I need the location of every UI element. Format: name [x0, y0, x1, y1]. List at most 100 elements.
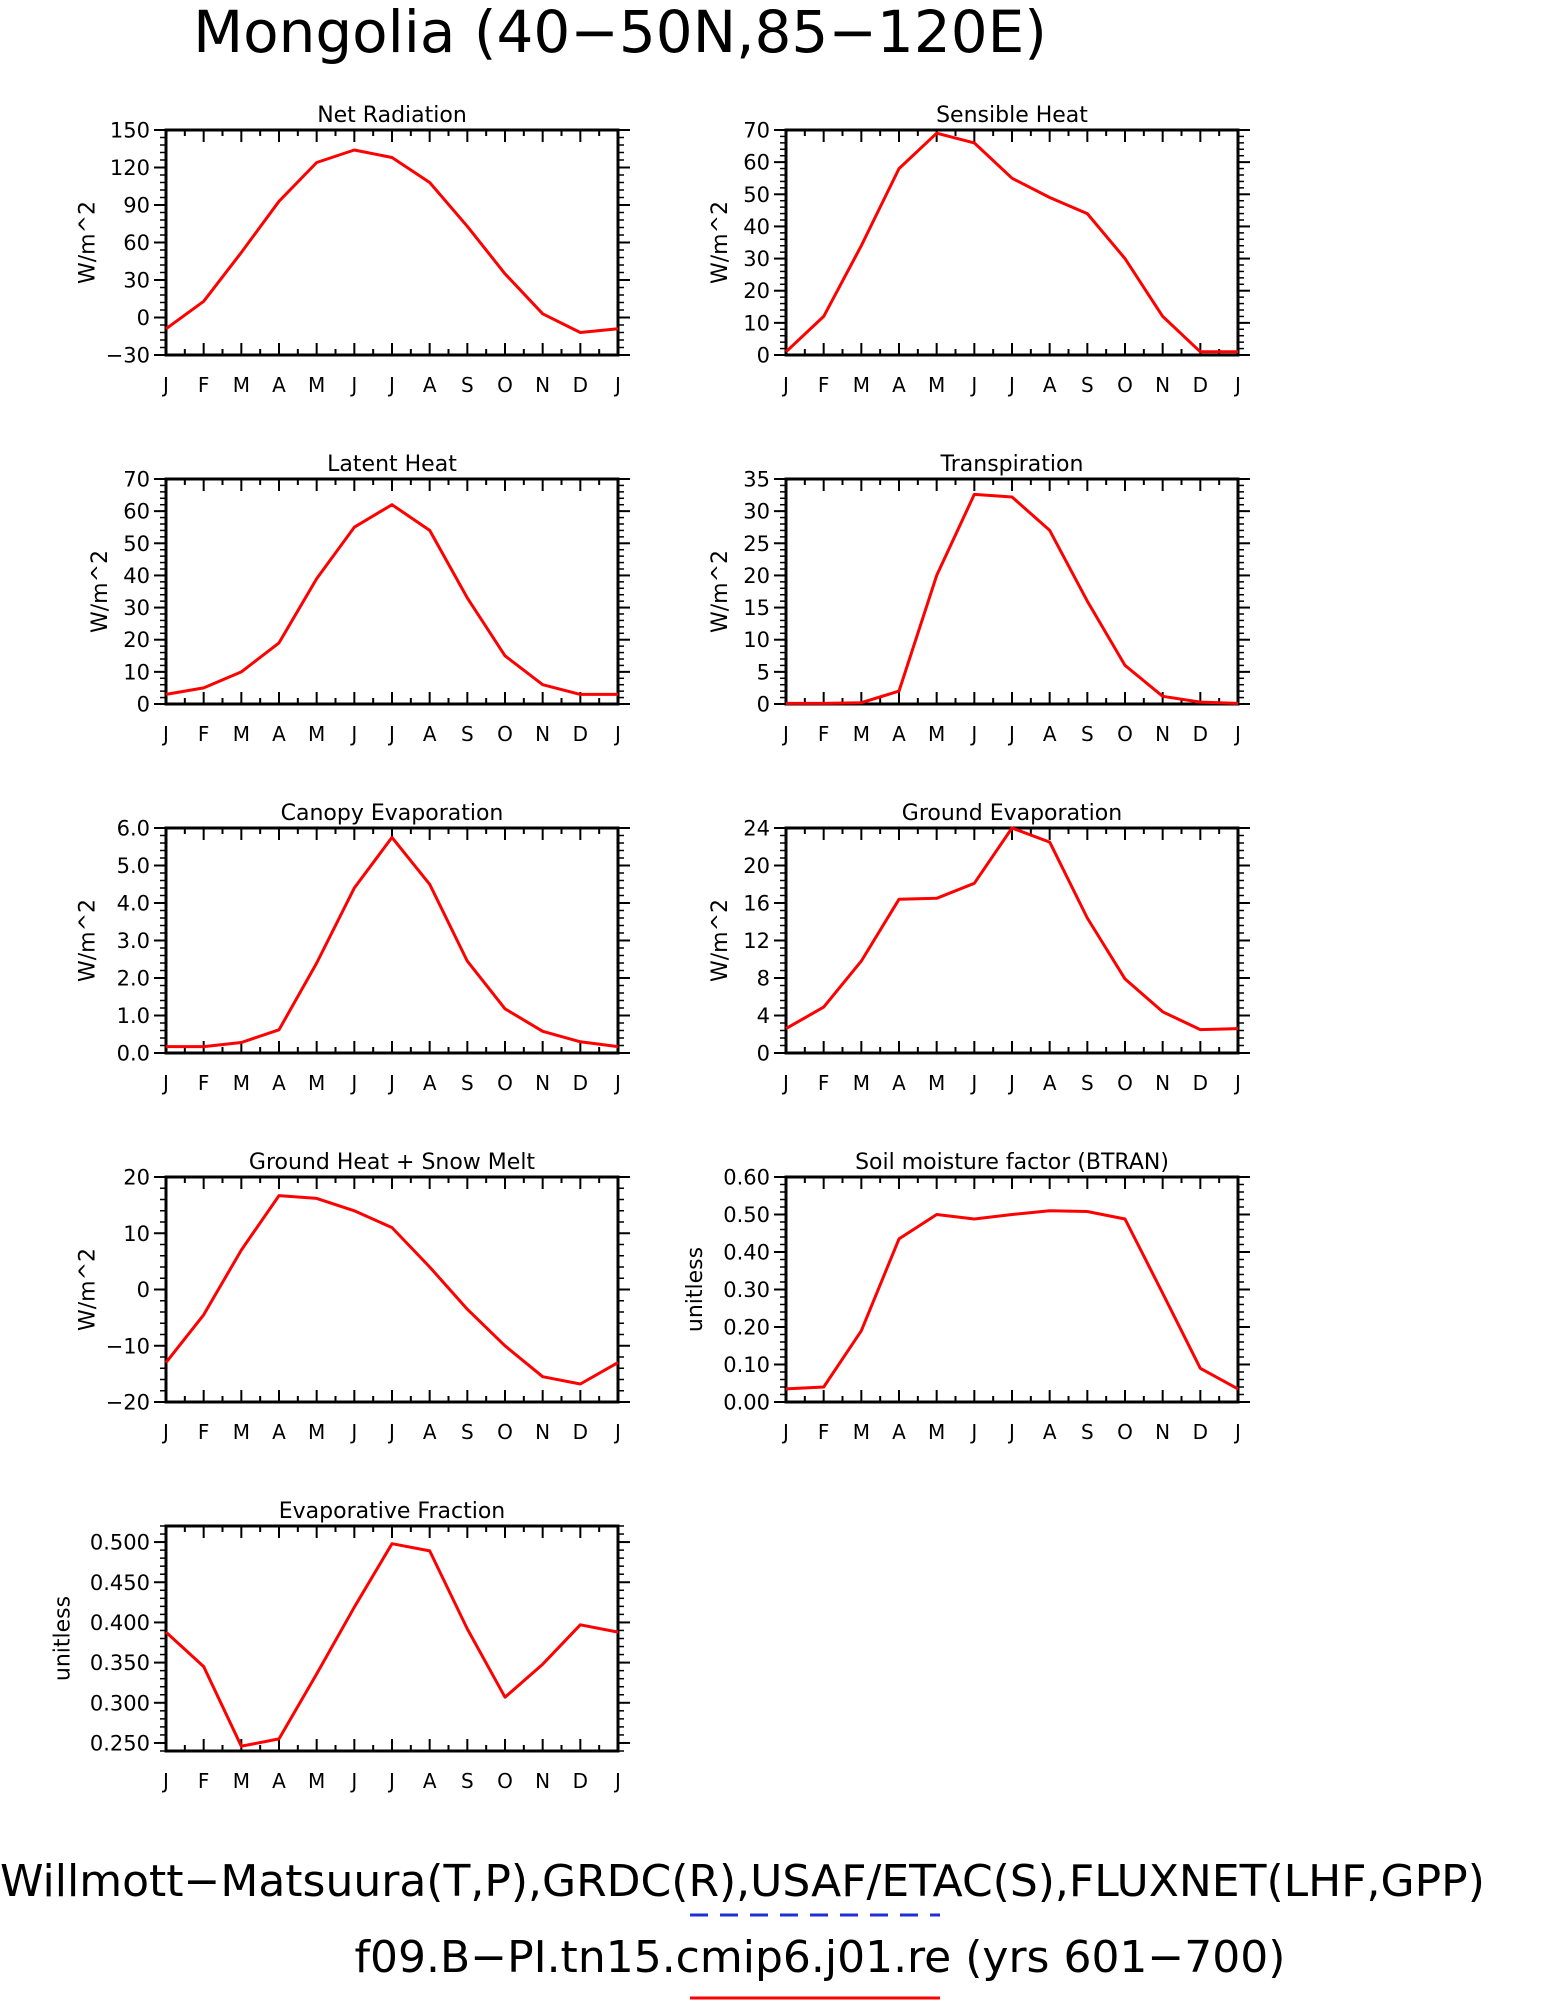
y-tick-label: 60 — [123, 231, 150, 255]
plot-frame — [784, 826, 1240, 1055]
x-tick-label: M — [853, 1420, 870, 1444]
y-tick-label: 0 — [137, 693, 150, 717]
chart-soil-moisture-factor-btran: Soil moisture factor (BTRAN)J F M A M J J A S O N D… — [683, 1150, 1250, 1444]
x-tick-label: A — [272, 1769, 286, 1793]
x-tick-label: N — [535, 1769, 550, 1793]
y-tick-label: 24 — [743, 817, 770, 841]
y-tick-label: 10 — [123, 1222, 150, 1246]
x-tick-label: N — [1155, 1071, 1170, 1095]
y-tick-label: 12 — [743, 929, 770, 953]
y-tick-label: 30 — [123, 269, 150, 293]
x-tick-label: M — [233, 1071, 250, 1095]
x-tick-label: N — [1155, 1420, 1170, 1444]
x-tick-label: M — [928, 1071, 945, 1095]
x-tick-label: M — [928, 373, 945, 397]
x-tick-label: N — [535, 1071, 550, 1095]
series-line — [785, 1209, 1239, 1391]
x-tick-label: J — [349, 1071, 357, 1095]
y-tick-label: 0.50 — [723, 1203, 770, 1227]
y-tick-label: 20 — [743, 854, 770, 878]
y-axis-label: W/m^2 — [76, 899, 101, 982]
y-tick-label: 35 — [743, 468, 770, 492]
y-axis-label: W/m^2 — [708, 201, 733, 284]
y-tick-label: 8 — [757, 967, 770, 991]
series-line — [165, 148, 619, 334]
y-axis-label: W/m^2 — [708, 899, 733, 982]
y-tick-label: 40 — [123, 564, 150, 588]
x-tick-label: A — [892, 1071, 906, 1095]
y-tick-label: 70 — [123, 468, 150, 492]
x-tick-label: M — [928, 1420, 945, 1444]
x-tick-label: M — [308, 1071, 325, 1095]
x-tick-label: J — [1233, 1071, 1241, 1095]
y-tick-label: 0.350 — [90, 1651, 150, 1675]
y-tick-label: 40 — [743, 215, 770, 239]
x-tick-label: D — [1193, 373, 1208, 397]
y-tick-label: 50 — [123, 532, 150, 556]
x-tick-label: J — [613, 722, 621, 746]
x-tick-label: M — [308, 1420, 325, 1444]
x-tick-label: M — [308, 373, 325, 397]
x-tick-label: A — [272, 373, 286, 397]
x-tick-label: S — [1081, 1071, 1094, 1095]
panel-title: Evaporative Fraction — [279, 1499, 505, 1524]
y-tick-label: 0.0 — [117, 1042, 150, 1066]
x-tick-label: F — [818, 373, 830, 397]
x-tick-label: M — [308, 722, 325, 746]
x-tick-label: O — [497, 1420, 513, 1444]
x-tick-label: J — [349, 1769, 357, 1793]
y-tick-label: 5 — [757, 660, 770, 684]
series-line — [164, 1542, 619, 1748]
series-line — [786, 492, 1239, 705]
y-tick-label: 0.500 — [90, 1531, 150, 1555]
x-tick-label: S — [461, 722, 474, 746]
x-tick-label: J — [349, 1420, 357, 1444]
x-tick-label: D — [573, 1769, 588, 1793]
x-tick-label: J — [387, 1071, 395, 1095]
y-tick-label: 30 — [743, 247, 770, 271]
x-tick-label: J — [1007, 373, 1015, 397]
footer-sources: Willmott−Matsuura(T,P),GRDC(R),USAF/ETAC… — [0, 1856, 1485, 1907]
panel-title: Sensible Heat — [936, 103, 1088, 128]
x-tick-label: M — [928, 722, 945, 746]
x-tick-label: J — [1007, 1420, 1015, 1444]
x-tick-label: J — [161, 1769, 169, 1793]
y-tick-label: 16 — [743, 892, 770, 916]
x-tick-label: F — [818, 1071, 830, 1095]
x-tick-label: M — [308, 1769, 325, 1793]
x-tick-label: M — [853, 373, 870, 397]
panel-title: Latent Heat — [327, 452, 457, 477]
x-tick-label: J — [613, 373, 621, 397]
x-tick-label: A — [272, 722, 286, 746]
panel-title: Transpiration — [940, 452, 1084, 477]
series-line — [165, 503, 618, 696]
y-tick-label: −20 — [106, 1391, 150, 1415]
x-tick-label: D — [573, 722, 588, 746]
x-tick-label: D — [573, 373, 588, 397]
plot-frame — [784, 1175, 1240, 1404]
x-tick-label: J — [1233, 722, 1241, 746]
x-tick-label: J — [1233, 1420, 1241, 1444]
x-tick-label: N — [535, 373, 550, 397]
x-tick-label: A — [423, 1420, 437, 1444]
y-tick-label: 3.0 — [117, 929, 150, 953]
x-tick-label: F — [198, 1071, 210, 1095]
x-tick-label: A — [1043, 1071, 1057, 1095]
x-tick-label: S — [461, 373, 474, 397]
y-tick-label: 0.250 — [90, 1731, 150, 1755]
x-tick-label: O — [1117, 373, 1133, 397]
x-tick-label: N — [1155, 722, 1170, 746]
series-line — [166, 835, 619, 1049]
y-tick-label: 5.0 — [117, 854, 150, 878]
y-tick-label: 25 — [743, 532, 770, 556]
y-tick-label: 0 — [137, 306, 150, 330]
x-tick-label: D — [1193, 1420, 1208, 1444]
x-tick-label: A — [423, 1769, 437, 1793]
y-tick-label: 0 — [757, 344, 770, 368]
x-tick-label: F — [198, 1420, 210, 1444]
y-tick-label: 0.40 — [723, 1241, 770, 1265]
